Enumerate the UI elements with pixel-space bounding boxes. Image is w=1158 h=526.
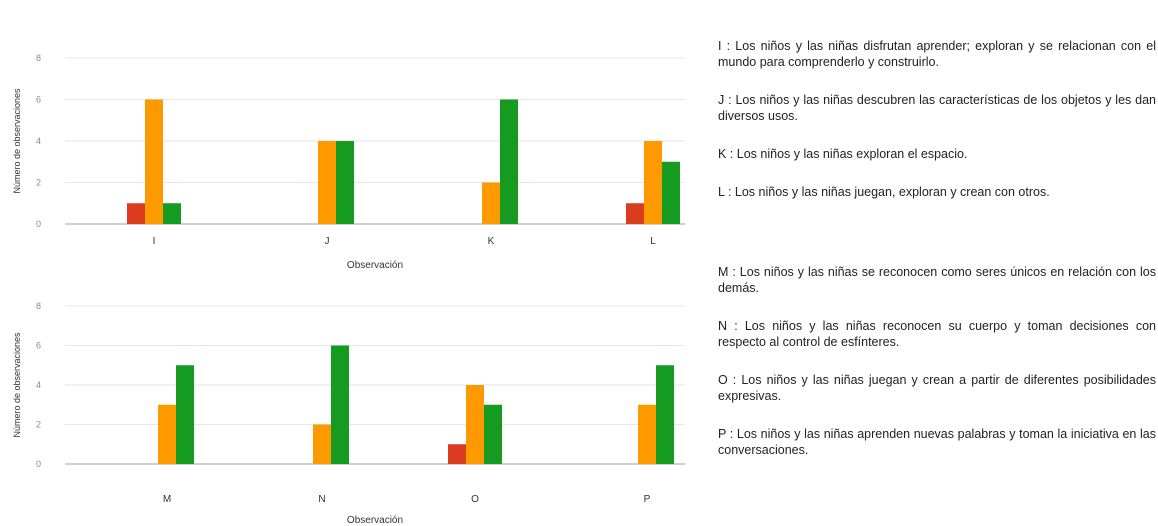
bar-l-series-2 xyxy=(644,141,662,224)
legend-item-p: P : Los niños y las niñas aprenden nueva… xyxy=(718,427,1156,457)
y-tick-label: 6 xyxy=(36,95,41,105)
bar-j-series-3 xyxy=(336,141,354,224)
x-axis-label: Observación xyxy=(347,515,403,526)
x-tick-label-i: I xyxy=(153,236,156,247)
x-tick-label-o: O xyxy=(471,494,479,505)
y-tick-label: 0 xyxy=(36,459,41,469)
y-axis-label: Número de observaciones xyxy=(12,332,22,438)
x-tick-label-j: J xyxy=(325,236,330,247)
bar-k-series-3 xyxy=(500,99,518,224)
y-tick-label: 0 xyxy=(36,219,41,229)
bar-l-series-1 xyxy=(626,203,644,224)
bar-n-series-2 xyxy=(313,424,331,464)
bar-p-series-3 xyxy=(656,365,674,464)
bar-o-series-1 xyxy=(448,444,466,464)
bar-i-series-3 xyxy=(163,203,181,224)
bar-n-series-3 xyxy=(331,345,349,464)
legend-item-j: J : Los niños y las niñas descubren las … xyxy=(718,93,1156,123)
y-tick-label: 8 xyxy=(36,301,41,311)
x-axis-label: Observación xyxy=(347,260,403,268)
bar-m-series-2 xyxy=(158,404,176,464)
y-tick-label: 2 xyxy=(36,178,41,188)
bar-k-series-2 xyxy=(482,182,500,224)
x-tick-label-n: N xyxy=(318,494,325,505)
legend-item-o: O : Los niños y las niñas juegan y crean… xyxy=(718,373,1156,403)
chart-top: 0 2 4 6 8 I J K L Observación Número de observacio… xyxy=(12,53,685,268)
legend-top: I : Los niños y las niñas disfrutan apre… xyxy=(718,38,1156,200)
bar-m-series-3 xyxy=(176,365,194,464)
chart-bottom: 0 2 4 6 8 M N O P Observación Número de observacio… xyxy=(12,301,685,526)
legend-item-k: K : Los niños y las niñas exploran el es… xyxy=(718,147,968,161)
x-tick-label-m: M xyxy=(163,494,171,505)
bar-o-series-3 xyxy=(484,404,502,464)
legend-item-i: I : Los niños y las niñas disfrutan apre… xyxy=(718,39,1156,69)
bar-i-series-1 xyxy=(127,203,145,224)
bar-o-series-2 xyxy=(466,385,484,464)
y-tick-label: 4 xyxy=(36,380,41,390)
bar-i-series-2 xyxy=(145,99,163,224)
bar-p-series-2 xyxy=(638,404,656,464)
x-tick-label-p: P xyxy=(644,494,651,505)
legend-item-l: L : Los niños y las niñas juegan, explor… xyxy=(718,185,1050,199)
y-tick-label: 8 xyxy=(36,53,41,63)
x-tick-label-k: K xyxy=(488,236,495,247)
bar-j-series-2 xyxy=(318,141,336,224)
x-tick-label-l: L xyxy=(650,236,656,247)
bar-l-series-3 xyxy=(662,161,680,224)
y-tick-label: 4 xyxy=(36,136,41,146)
legend-bottom: M : Los niños y las niñas se reconocen c… xyxy=(718,264,1156,458)
legend-item-n: N : Los niños y las niñas reconocen su c… xyxy=(718,319,1156,349)
legend-item-m: M : Los niños y las niñas se reconocen c… xyxy=(718,265,1156,295)
y-tick-label: 2 xyxy=(36,420,41,430)
y-axis-label: Número de observaciones xyxy=(12,88,22,194)
y-tick-label: 6 xyxy=(36,341,41,351)
